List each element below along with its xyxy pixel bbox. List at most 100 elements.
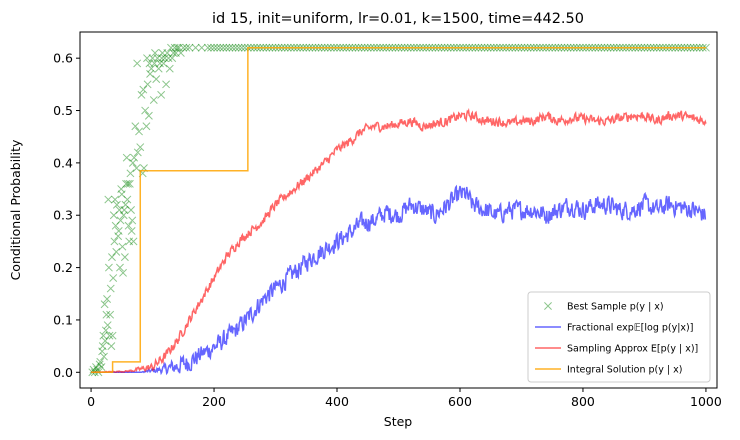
best-sample-marker	[150, 59, 159, 68]
y-axis: 0.0 0.1 0.2 0.3 0.4 0.5 0.6	[53, 51, 80, 380]
series-layer	[88, 43, 710, 377]
best-sample-marker	[112, 247, 121, 256]
best-sample-marker	[98, 347, 107, 356]
best-sample-marker	[133, 59, 142, 68]
best-sample-marker	[143, 80, 152, 89]
best-sample-marker	[222, 43, 231, 52]
best-sample-marker	[117, 190, 126, 199]
best-sample-marker	[106, 284, 115, 293]
best-sample-marker	[119, 211, 128, 220]
x-tick-label: 1000	[690, 394, 722, 409]
legend-entry-label: Integral Solution p(y | x)	[567, 365, 682, 376]
best-sample-marker	[151, 48, 159, 57]
best-sample-marker	[160, 54, 169, 63]
y-tick-label: 0.4	[53, 155, 73, 170]
best-sample-marker	[197, 43, 206, 52]
y-tick-label: 0.6	[53, 51, 73, 66]
best-sample-marker	[97, 363, 106, 372]
legend: Best Sample p(y | x) Fractional exp𝔼[log …	[527, 291, 711, 383]
best-sample-marker	[237, 43, 246, 52]
best-sample-marker	[133, 148, 142, 157]
best-sample-marker	[127, 226, 136, 235]
best-sample-marker	[119, 268, 127, 277]
best-sample-marker	[169, 48, 178, 57]
best-sample-marker	[120, 206, 129, 214]
best-sample-marker	[231, 43, 240, 52]
best-sample-marker	[168, 54, 177, 63]
best-sample-marker	[219, 43, 228, 52]
best-sample-marker	[102, 310, 111, 319]
best-sample-marker	[145, 59, 154, 68]
legend-marker	[544, 302, 552, 310]
best-sample-marker	[143, 54, 151, 63]
best-sample-marker	[141, 106, 150, 115]
legend-entry-label: Fractional exp𝔼[log p(y|x)]	[567, 323, 693, 334]
best-sample-marker	[123, 195, 132, 204]
best-sample-marker	[155, 59, 164, 68]
best-sample-marker	[121, 200, 130, 209]
best-sample-marker	[142, 122, 151, 131]
best-sample-marker	[149, 96, 158, 105]
best-sample-marker	[125, 237, 134, 246]
series-2	[91, 107, 707, 374]
best-sample-marker	[157, 54, 166, 63]
best-sample-marker	[106, 310, 115, 319]
series-line	[91, 107, 707, 374]
best-sample-marker	[167, 43, 175, 52]
best-sample-marker	[131, 122, 140, 131]
best-sample-marker	[126, 169, 135, 178]
best-sample-marker	[96, 357, 105, 366]
best-sample-marker	[104, 195, 113, 204]
best-sample-marker	[234, 43, 243, 52]
best-sample-marker	[157, 90, 166, 99]
best-sample-marker	[103, 321, 112, 330]
series-line	[91, 184, 707, 376]
best-sample-marker	[164, 54, 173, 63]
y-tick-label: 0.3	[53, 208, 73, 223]
x-tick-label: 600	[448, 394, 472, 409]
best-sample-marker	[129, 237, 138, 246]
best-sample-marker	[162, 80, 171, 89]
best-sample-marker	[100, 352, 108, 361]
x-tick-label: 800	[571, 394, 595, 409]
y-tick-label: 0.0	[53, 365, 73, 380]
best-sample-marker	[108, 253, 116, 262]
best-sample-marker	[124, 221, 133, 230]
best-sample-marker	[207, 43, 215, 52]
best-sample-marker	[128, 158, 137, 167]
y-tick-label: 0.1	[53, 312, 73, 327]
best-sample-marker	[170, 43, 179, 52]
x-axis: 0 200 400 600 800 1000	[87, 388, 722, 409]
best-sample-marker	[92, 363, 100, 372]
plot-frame	[79, 31, 718, 389]
best-sample-marker	[117, 185, 126, 194]
best-sample-marker	[136, 143, 145, 152]
best-sample-marker	[144, 111, 153, 120]
best-sample-marker	[105, 331, 114, 340]
best-sample-marker	[109, 274, 118, 283]
best-sample-marker	[228, 43, 237, 52]
best-sample-marker	[125, 179, 134, 188]
best-sample-marker	[213, 43, 222, 52]
best-sample-marker	[147, 64, 156, 73]
best-sample-marker	[114, 232, 123, 241]
best-sample-marker	[171, 48, 180, 57]
best-sample-marker	[148, 54, 157, 63]
best-sample-marker	[115, 206, 124, 214]
best-sample-marker	[165, 64, 174, 73]
y-tick-label: 0.2	[53, 260, 73, 275]
best-sample-marker	[130, 153, 139, 162]
best-sample-marker	[203, 43, 212, 52]
best-sample-marker	[139, 85, 148, 94]
best-sample-marker	[158, 48, 167, 57]
best-sample-marker	[110, 237, 119, 246]
best-sample-marker	[137, 90, 146, 99]
best-sample-marker	[109, 211, 118, 220]
legend-entry-label: Sampling Approx E[p(y | x)]	[567, 344, 698, 355]
best-sample-marker	[152, 75, 161, 84]
x-axis-label: Step	[384, 414, 413, 429]
best-sample-marker	[225, 43, 234, 52]
best-sample-marker	[111, 195, 120, 204]
best-sample-marker	[173, 43, 182, 52]
